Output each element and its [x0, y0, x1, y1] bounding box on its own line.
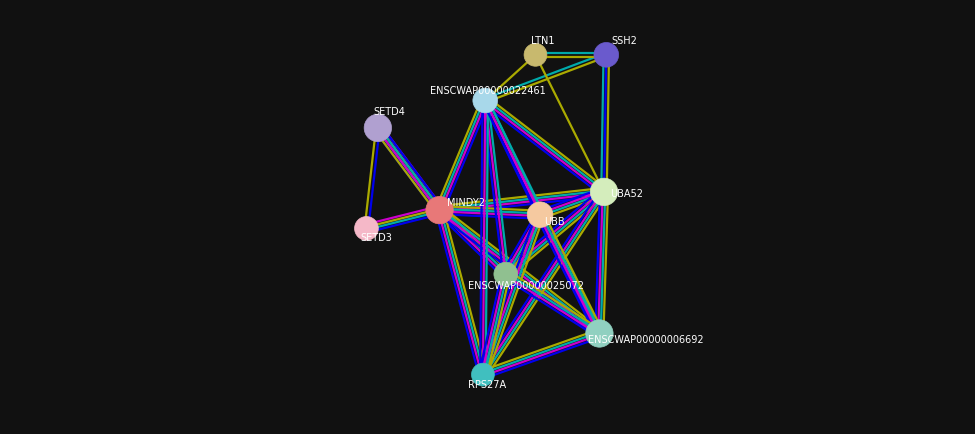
Text: SETD4: SETD4 [373, 107, 406, 117]
Circle shape [472, 363, 494, 386]
Circle shape [594, 43, 618, 67]
Circle shape [426, 197, 453, 224]
Circle shape [590, 178, 618, 206]
Text: ENSCWAP00000022461: ENSCWAP00000022461 [430, 86, 546, 96]
Text: SETD3: SETD3 [361, 233, 392, 243]
Text: MINDY2: MINDY2 [448, 198, 486, 208]
Text: UBB: UBB [545, 217, 566, 227]
Circle shape [364, 114, 392, 141]
Circle shape [527, 202, 553, 227]
Text: ENSCWAP00000025072: ENSCWAP00000025072 [468, 280, 584, 290]
Text: UBA52: UBA52 [610, 189, 643, 199]
Circle shape [473, 88, 497, 113]
Circle shape [355, 217, 378, 240]
Circle shape [586, 320, 613, 347]
Text: LTN1: LTN1 [531, 36, 555, 46]
Text: RPS27A: RPS27A [468, 380, 506, 390]
Text: ENSCWAP00000006692: ENSCWAP00000006692 [588, 335, 704, 345]
Text: SSH2: SSH2 [611, 36, 638, 46]
Circle shape [524, 43, 547, 66]
Circle shape [494, 262, 518, 286]
